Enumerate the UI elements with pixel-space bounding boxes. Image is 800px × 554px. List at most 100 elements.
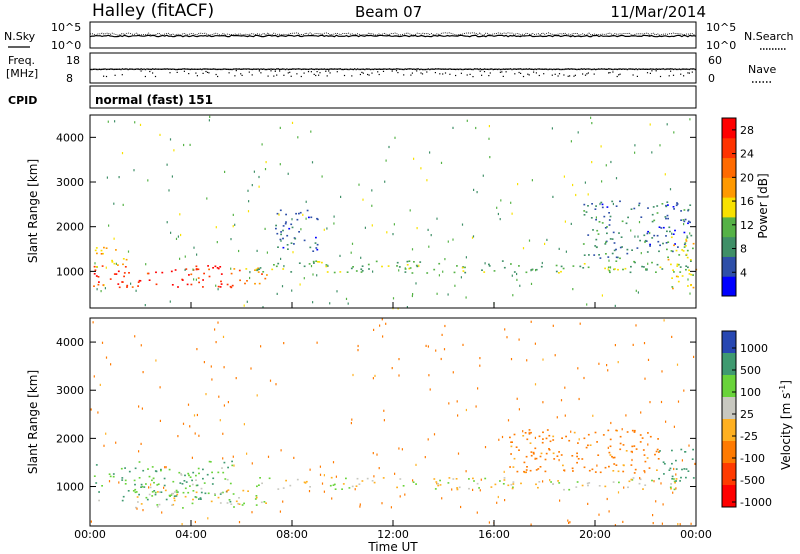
- nave-point: [563, 74, 565, 76]
- scatter-cell: [122, 263, 124, 266]
- freq-point: [98, 68, 101, 70]
- scatter-cell: [686, 236, 689, 239]
- freq-point: [290, 68, 292, 70]
- nave-point: [574, 74, 576, 76]
- nave-point: [460, 72, 462, 74]
- scatter-cell: [180, 233, 182, 237]
- freq-point: [482, 68, 484, 71]
- scatter-cell: [359, 505, 361, 508]
- freq-point: [176, 68, 178, 71]
- scatter-cell: [636, 247, 639, 249]
- scatter-cell: [135, 491, 138, 493]
- scatter-cell: [258, 175, 260, 179]
- scatter-cell: [413, 261, 415, 263]
- scatter-cell: [661, 203, 664, 205]
- scatter-cell: [500, 199, 502, 202]
- nave-point: [687, 72, 689, 74]
- freq-point: [375, 68, 378, 70]
- freq-point: [341, 68, 343, 71]
- freq-point: [564, 68, 567, 70]
- scatter-cell: [684, 245, 687, 247]
- scatter-cell: [621, 220, 624, 223]
- nave-point: [573, 75, 575, 77]
- scatter-cell: [502, 483, 505, 485]
- scatter-cell: [302, 213, 304, 216]
- scatter-cell: [275, 383, 277, 386]
- scatter-cell: [217, 267, 220, 270]
- scatter-cell: [134, 491, 137, 494]
- velocity-scatter: [90, 318, 696, 527]
- freq-point: [533, 68, 535, 71]
- freq-point: [242, 68, 245, 70]
- scatter-cell: [315, 260, 318, 262]
- freq-point: [165, 68, 167, 70]
- scatter-cell: [545, 452, 548, 455]
- scatter-cell: [664, 216, 667, 218]
- y-tick-label: 2000: [56, 221, 84, 234]
- scatter-cell: [123, 272, 126, 274]
- scatter-cell: [634, 144, 636, 147]
- scatter-cell: [690, 284, 692, 287]
- scatter-cell: [587, 193, 589, 196]
- scatter-cell: [254, 498, 257, 500]
- scatter-cell: [534, 436, 536, 439]
- scatter-cell: [348, 487, 351, 489]
- scatter-cell: [278, 213, 280, 216]
- scatter-cell: [136, 496, 139, 498]
- scatter-cell: [229, 285, 232, 288]
- freq-point: [463, 68, 466, 70]
- scatter-cell: [202, 477, 204, 480]
- nave-point: [196, 75, 198, 77]
- scatter-cell: [663, 473, 665, 475]
- scatter-cell: [187, 403, 190, 406]
- scatter-cell: [685, 240, 688, 242]
- freq-point: [413, 68, 415, 70]
- freq-point: [332, 68, 334, 70]
- scatter-cell: [212, 267, 214, 269]
- scatter-cell: [539, 455, 542, 458]
- scatter-cell: [581, 484, 584, 487]
- scatter-cell: [635, 289, 637, 292]
- freq-point: [129, 68, 131, 70]
- freq-point: [257, 68, 259, 70]
- nave-point: [551, 74, 553, 76]
- nave-point: [632, 74, 634, 76]
- scatter-cell: [465, 470, 467, 473]
- scatter-cell: [211, 378, 213, 381]
- scatter-cell: [93, 273, 96, 275]
- scatter-cell: [429, 151, 431, 154]
- scatter-cell: [341, 488, 343, 490]
- freq-point: [599, 68, 601, 70]
- scatter-cell: [640, 216, 643, 218]
- scatter-cell: [210, 365, 212, 368]
- scatter-cell: [552, 439, 555, 441]
- freq-point: [628, 68, 630, 70]
- scatter-cell: [427, 228, 429, 231]
- nave-point: [569, 75, 571, 77]
- scatter-cell: [183, 480, 186, 482]
- freq-point: [147, 68, 150, 70]
- freq-point: [331, 68, 333, 70]
- scatter-cell: [261, 482, 263, 485]
- scatter-cell: [685, 268, 687, 271]
- colorbar-swatch: [722, 177, 736, 198]
- scatter-cell: [601, 294, 603, 297]
- scatter-cell: [674, 229, 676, 232]
- freq-point: [694, 68, 696, 71]
- freq-point: [215, 68, 217, 71]
- freq-point: [202, 68, 204, 70]
- scatter-cell: [396, 265, 398, 267]
- scatter-cell: [526, 359, 528, 362]
- scatter-cell: [433, 433, 436, 436]
- scatter-cell: [588, 254, 590, 256]
- scatter-cell: [632, 343, 634, 346]
- scatter-cell: [528, 429, 531, 431]
- scatter-cell: [689, 221, 691, 224]
- scatter-cell: [222, 432, 224, 435]
- freq-point: [644, 68, 646, 70]
- scatter-cell: [597, 233, 600, 235]
- scatter-cell: [187, 491, 190, 494]
- freq-point: [645, 68, 647, 70]
- scatter-cell: [612, 202, 614, 206]
